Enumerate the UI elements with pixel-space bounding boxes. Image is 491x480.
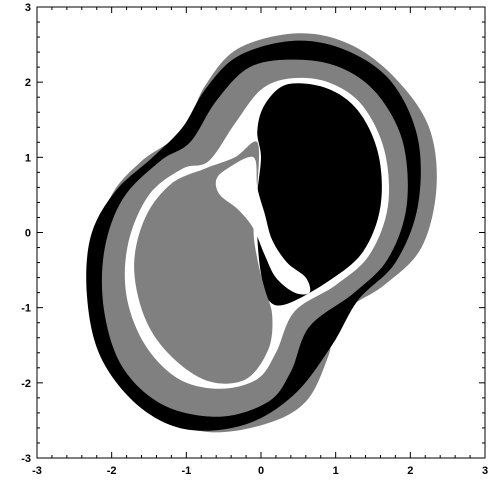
x-tick-label: 0 [258,465,264,477]
x-tick-label: 1 [333,465,339,477]
y-tick-label: 0 [25,228,31,240]
y-tick-label: -1 [21,303,31,315]
x-tick-label: 2 [407,465,413,477]
x-tick-label: 3 [482,465,488,477]
y-tick-label: 3 [25,2,31,14]
y-tick-label: 1 [25,152,31,164]
x-tick-label: -3 [32,465,42,477]
y-tick-label: -2 [21,378,31,390]
x-tick-label: -2 [107,465,117,477]
x-tick-label: -1 [181,465,191,477]
y-tick-label: -3 [21,453,31,465]
y-tick-label: 2 [25,77,31,89]
